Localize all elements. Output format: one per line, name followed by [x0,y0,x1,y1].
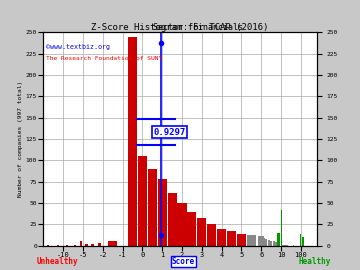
Bar [281,244,282,246]
Bar [285,245,286,246]
Text: Unhealthy: Unhealthy [37,257,78,266]
Text: The Research Foundation of SUNY: The Research Foundation of SUNY [46,56,162,61]
Bar [281,243,282,246]
Bar [270,241,273,246]
Text: Score: Score [172,257,195,266]
Bar [267,240,270,246]
Bar [283,245,284,246]
Bar [280,210,282,246]
Bar [278,233,280,246]
Bar [282,245,283,246]
Bar [128,37,137,246]
Bar [293,245,294,246]
Text: Sector: Financials: Sector: Financials [153,23,243,32]
Bar [284,245,285,246]
Bar [283,245,284,246]
Bar [227,231,236,246]
Bar [148,169,157,246]
Bar [282,245,283,246]
Bar [273,241,275,246]
Bar [158,179,167,246]
Bar [247,235,256,246]
Bar [281,234,282,246]
Bar [302,237,304,246]
Bar [287,245,288,246]
Bar [167,193,177,246]
Bar [258,236,264,246]
Bar [275,242,277,246]
Bar [280,243,282,246]
Bar [281,244,282,246]
Text: 0.9297: 0.9297 [153,128,185,137]
Bar [283,245,284,246]
Bar [265,239,267,246]
Text: Healthy: Healthy [299,257,331,266]
Bar [177,203,186,246]
Bar [281,244,282,246]
Bar [187,212,197,246]
Bar [286,245,287,246]
Bar [57,245,59,246]
Title: Z-Score Histogram for TCAP (2016): Z-Score Histogram for TCAP (2016) [91,23,269,32]
Bar [66,245,68,246]
Bar [282,245,283,246]
Bar [284,245,285,246]
Bar [282,245,283,246]
Bar [80,241,82,246]
Bar [263,238,265,246]
Bar [207,224,216,246]
Bar [282,245,283,246]
Bar [91,244,94,246]
Bar [108,241,117,246]
Bar [74,245,76,246]
Bar [197,218,206,246]
Bar [278,242,280,246]
Bar [47,245,49,246]
Text: ©www.textbiz.org: ©www.textbiz.org [46,44,110,50]
Y-axis label: Number of companies (997 total): Number of companies (997 total) [18,81,23,197]
Bar [217,229,226,246]
Bar [282,245,283,246]
Bar [237,234,246,246]
Bar [281,244,282,246]
Bar [282,245,283,246]
Bar [283,245,284,246]
Bar [138,156,147,246]
Bar [85,244,88,246]
Bar [98,243,101,246]
